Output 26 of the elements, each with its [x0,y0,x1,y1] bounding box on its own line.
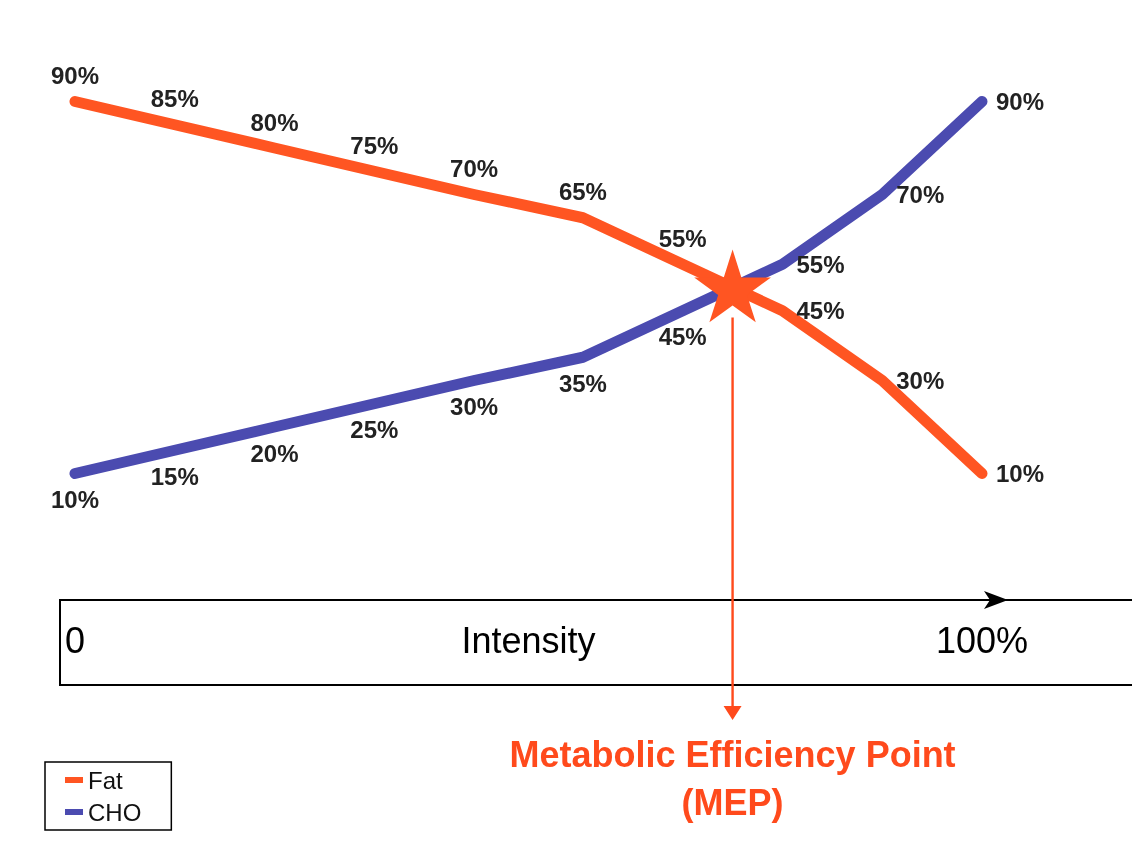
data-label: 45% [658,323,707,351]
legend-label: CHO [88,798,142,826]
data-label: 10% [50,486,100,513]
data-label: 70% [896,181,945,208]
data-label: 75% [350,131,399,159]
data-label: 10% [996,460,1045,487]
data-label: 90% [996,88,1045,115]
data-label: 30% [450,393,499,420]
data-label: 55% [796,250,845,278]
data-label: 20% [250,439,299,467]
data-label: 65% [558,178,607,206]
data-label: 45% [796,297,845,325]
data-label: 80% [250,108,299,136]
legend-label: Fat [88,766,124,794]
text: Metabolic Efficiency Point (MEP) [509,733,956,823]
data-label: 55% [658,224,707,252]
data-label: 25% [350,416,399,444]
data-label: 35% [558,369,607,397]
data-label: 90% [50,62,100,89]
x-tick-label: 100% [935,619,1029,661]
data-label: 30% [896,367,945,394]
x-axis-title: Intensity [461,619,596,661]
data-label: 15% [150,462,199,490]
data-label: 85% [150,85,199,113]
data-label: 70% [450,155,499,182]
x-tick-label: 0 [64,619,86,661]
